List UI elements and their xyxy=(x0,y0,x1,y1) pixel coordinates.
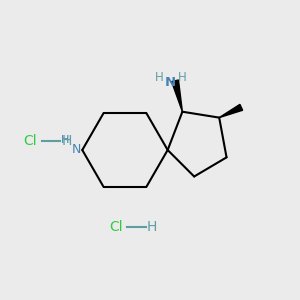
Text: H: H xyxy=(147,220,158,234)
Polygon shape xyxy=(219,104,243,118)
Text: H: H xyxy=(155,71,164,84)
Polygon shape xyxy=(172,80,182,112)
Text: N: N xyxy=(71,143,81,157)
Text: Cl: Cl xyxy=(23,134,37,148)
Text: H: H xyxy=(62,134,72,148)
Text: H: H xyxy=(60,135,69,145)
Text: Cl: Cl xyxy=(109,220,122,234)
Text: N: N xyxy=(165,76,176,89)
Text: H: H xyxy=(178,71,187,84)
